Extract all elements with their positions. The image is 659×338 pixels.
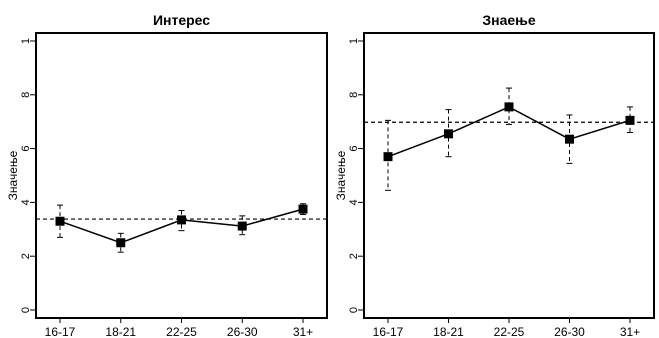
x-tick-label: 26-30: [554, 325, 585, 338]
y-tick-label: 1: [348, 38, 360, 44]
data-point: [625, 115, 635, 125]
y-tick-label: 8: [348, 92, 360, 98]
y-tick-label: 4: [348, 199, 360, 205]
y-tick-label: 4: [20, 199, 32, 205]
x-tick-label: 16-17: [373, 325, 404, 338]
x-tick-label: 16-17: [45, 325, 76, 338]
y-tick-label: 6: [348, 146, 360, 152]
data-point: [504, 102, 514, 112]
series-line: [387, 106, 631, 158]
data-point: [177, 215, 186, 225]
y-axis-label: Значење: [6, 150, 20, 200]
y-tick-label: 0: [20, 307, 32, 313]
x-tick-label: 18-21: [105, 325, 136, 338]
x-tick-label: 18-21: [433, 325, 464, 338]
x-tick-label: 22-25: [494, 325, 525, 338]
y-tick-label: 2: [348, 253, 360, 259]
y-tick-label: 8: [20, 92, 32, 98]
plot-frame: [363, 32, 655, 319]
panel-interes: Интерес Значење 0 2 4 6 8 1 16-17 18-21 22-25 26-30…: [6, 12, 328, 338]
y-tick-label: 0: [348, 307, 360, 313]
x-tick-label: 31+: [620, 325, 640, 338]
chart-title: Знаење: [482, 12, 535, 28]
chart-title: Интерес: [153, 12, 210, 28]
data-point: [565, 134, 574, 144]
y-tick-label: 2: [20, 253, 32, 259]
data-point: [383, 152, 393, 162]
data-point: [298, 204, 308, 214]
plot-frame: [35, 32, 328, 319]
y-tick-label: 6: [20, 146, 32, 152]
y-axis-label: Значење: [334, 150, 348, 200]
y-tick-label: 1: [20, 38, 32, 44]
x-tick-label: 26-30: [227, 325, 258, 338]
data-point: [444, 129, 453, 139]
x-tick-label: 31+: [293, 325, 313, 338]
data-point: [55, 216, 65, 226]
data-point: [237, 221, 247, 231]
panel-znaenje: Знаење Значење 0 2 4 6 8 1 16-17 18-21 22-25 26-30 3…: [334, 12, 655, 338]
data-point: [116, 238, 126, 248]
x-tick-label: 22-25: [166, 325, 197, 338]
